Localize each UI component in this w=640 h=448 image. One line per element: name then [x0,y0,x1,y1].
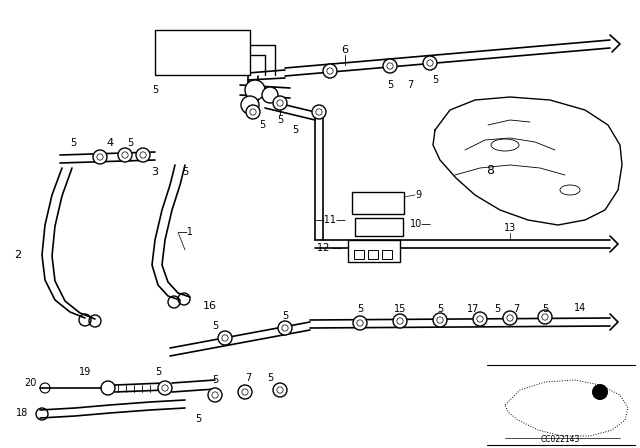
Text: 7: 7 [513,304,519,314]
Circle shape [353,316,367,330]
Text: —1: —1 [178,227,194,237]
Circle shape [241,96,259,114]
Circle shape [245,80,265,100]
Circle shape [323,64,337,78]
Circle shape [212,392,218,398]
Circle shape [316,109,322,115]
Circle shape [118,148,132,162]
Circle shape [387,63,393,69]
Circle shape [250,109,256,115]
Text: 13: 13 [504,223,516,233]
Circle shape [277,387,283,393]
Text: 14: 14 [574,303,586,313]
Bar [355,218,403,236]
Bar [155,30,250,75]
Circle shape [97,154,103,160]
Circle shape [136,148,150,162]
Circle shape [592,384,608,400]
Text: 17: 17 [467,304,479,314]
Text: 5: 5 [212,375,218,385]
Text: CC022143: CC022143 [540,435,580,444]
Text: 5: 5 [282,311,288,321]
Circle shape [473,312,487,326]
Circle shape [397,318,403,324]
Circle shape [393,314,407,328]
Bar [382,250,392,259]
Bar [348,240,400,262]
Text: 5: 5 [182,167,188,177]
Text: 5: 5 [387,80,393,90]
Circle shape [312,105,326,119]
Circle shape [503,311,517,325]
Text: 9: 9 [415,190,421,200]
Circle shape [218,331,232,345]
Text: 5: 5 [212,321,218,331]
Text: 5: 5 [494,304,500,314]
Circle shape [238,385,252,399]
Text: 5: 5 [432,75,438,85]
Text: 5: 5 [70,138,76,148]
Text: 5: 5 [155,367,161,377]
Text: 5: 5 [127,138,133,148]
Text: 12 —: 12 — [317,243,342,253]
Circle shape [433,313,447,327]
Circle shape [427,60,433,66]
Bar [354,250,364,259]
Circle shape [477,316,483,322]
Circle shape [242,389,248,395]
Text: 19: 19 [79,367,91,377]
Text: 4: 4 [106,138,113,148]
Circle shape [538,310,552,324]
Text: 5: 5 [437,304,443,314]
Text: 7: 7 [245,373,251,383]
Circle shape [277,100,283,106]
Bar [368,250,378,259]
Circle shape [246,105,260,119]
Circle shape [278,321,292,335]
Circle shape [122,152,128,158]
Text: 5: 5 [259,120,265,130]
Circle shape [273,96,287,110]
Text: 2: 2 [15,250,22,260]
Circle shape [162,385,168,391]
Circle shape [158,381,172,395]
Circle shape [327,68,333,74]
Circle shape [93,150,107,164]
Text: 5: 5 [277,115,283,125]
Circle shape [282,325,288,331]
Text: 5: 5 [542,304,548,314]
Text: 15: 15 [394,304,406,314]
Circle shape [357,320,363,326]
Bar [352,192,404,214]
Text: 6: 6 [342,45,349,55]
Circle shape [208,388,222,402]
Text: 5: 5 [357,304,363,314]
Circle shape [437,317,443,323]
Circle shape [383,59,397,73]
Circle shape [542,314,548,320]
Text: 5: 5 [267,373,273,383]
Circle shape [140,152,146,158]
Text: 20: 20 [24,378,36,388]
Circle shape [262,87,278,103]
Text: 10—: 10— [410,219,432,229]
Text: 3: 3 [152,167,159,177]
Text: 5: 5 [152,85,158,95]
Text: 8: 8 [486,164,494,177]
Circle shape [222,335,228,341]
Text: 16: 16 [203,301,217,311]
Text: —11—: —11— [314,215,346,225]
Circle shape [273,383,287,397]
Text: 7: 7 [407,80,413,90]
Text: 5: 5 [292,125,298,135]
Circle shape [507,315,513,321]
Text: 5: 5 [195,414,201,424]
Circle shape [423,56,437,70]
Text: 18: 18 [16,408,28,418]
